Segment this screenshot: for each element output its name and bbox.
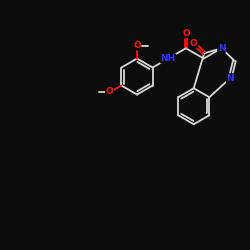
Text: O: O xyxy=(106,87,113,96)
Text: O: O xyxy=(182,29,190,38)
Text: NH: NH xyxy=(160,54,176,63)
Text: O: O xyxy=(133,41,141,50)
Text: N: N xyxy=(218,44,225,53)
Text: N: N xyxy=(226,74,234,83)
Text: O: O xyxy=(190,39,198,48)
